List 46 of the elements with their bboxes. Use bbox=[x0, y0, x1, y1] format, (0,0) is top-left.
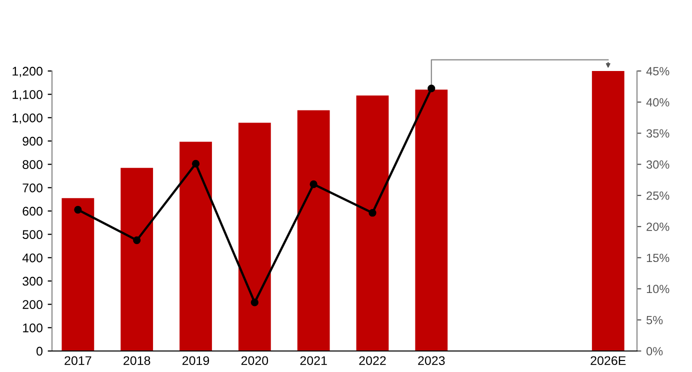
y-tick-label: 1,100 bbox=[12, 90, 42, 100]
y2-tick-label: 10% bbox=[646, 284, 670, 294]
point bbox=[250, 298, 258, 306]
y2-tick-label: 30% bbox=[646, 160, 670, 169]
point bbox=[310, 180, 318, 188]
y-tick-label: 500 bbox=[22, 230, 42, 239]
x-tick-label: 2017 bbox=[64, 356, 92, 366]
y-tick-label: 900 bbox=[22, 136, 42, 146]
y-tick-label: 0 bbox=[36, 346, 42, 356]
x-tick-label: 2021 bbox=[300, 356, 327, 366]
point bbox=[428, 84, 436, 92]
y2-tick-label: 40% bbox=[646, 98, 670, 107]
y2-tick-label: 45% bbox=[646, 67, 670, 76]
y2-tick-label: 15% bbox=[646, 254, 670, 262]
bar bbox=[62, 198, 94, 351]
bar bbox=[120, 168, 154, 351]
x-tick-label: 2026E bbox=[590, 356, 626, 366]
x-tick-label: 2022 bbox=[359, 356, 386, 366]
bar bbox=[297, 110, 330, 351]
x-tick-label: 2018 bbox=[124, 356, 150, 366]
point bbox=[192, 160, 200, 168]
x-tick-label: 2020 bbox=[241, 356, 268, 366]
bar bbox=[415, 90, 448, 351]
point bbox=[133, 236, 141, 244]
bar bbox=[238, 122, 271, 351]
y-tick-label: 100 bbox=[23, 323, 42, 332]
bar bbox=[356, 96, 389, 351]
point bbox=[368, 209, 376, 217]
y-tick-label: 200 bbox=[22, 300, 42, 309]
y2-tick-label: 5% bbox=[646, 316, 663, 324]
y-tick-label: 400 bbox=[22, 253, 42, 262]
y2-tick-label: 0% bbox=[646, 347, 663, 356]
y2-tick-label: 20% bbox=[646, 222, 670, 231]
x-tick-label: 2023 bbox=[418, 356, 445, 366]
y-tick-label: 1,000 bbox=[12, 113, 42, 124]
y-tick-label: 600 bbox=[22, 206, 42, 216]
bar bbox=[180, 142, 212, 351]
y2-tick-label: 35% bbox=[646, 129, 670, 138]
y2-tick-label: 25% bbox=[646, 191, 670, 200]
y-tick-label: 700 bbox=[22, 183, 42, 192]
y-tick-label: 1,200 bbox=[12, 66, 42, 78]
y-tick-label: 300 bbox=[22, 276, 42, 286]
point bbox=[74, 206, 82, 214]
bar bbox=[592, 71, 624, 351]
x-tick-label: 2019 bbox=[182, 356, 210, 366]
y-tick-label: 800 bbox=[22, 160, 42, 169]
